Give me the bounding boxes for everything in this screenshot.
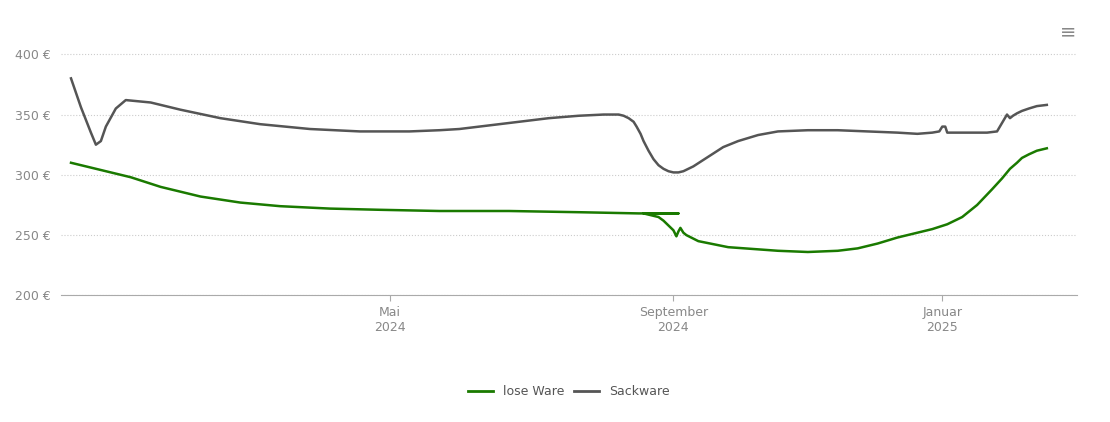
Legend: lose Ware, Sackware: lose Ware, Sackware: [463, 380, 675, 403]
Text: ≡: ≡: [1060, 22, 1077, 41]
